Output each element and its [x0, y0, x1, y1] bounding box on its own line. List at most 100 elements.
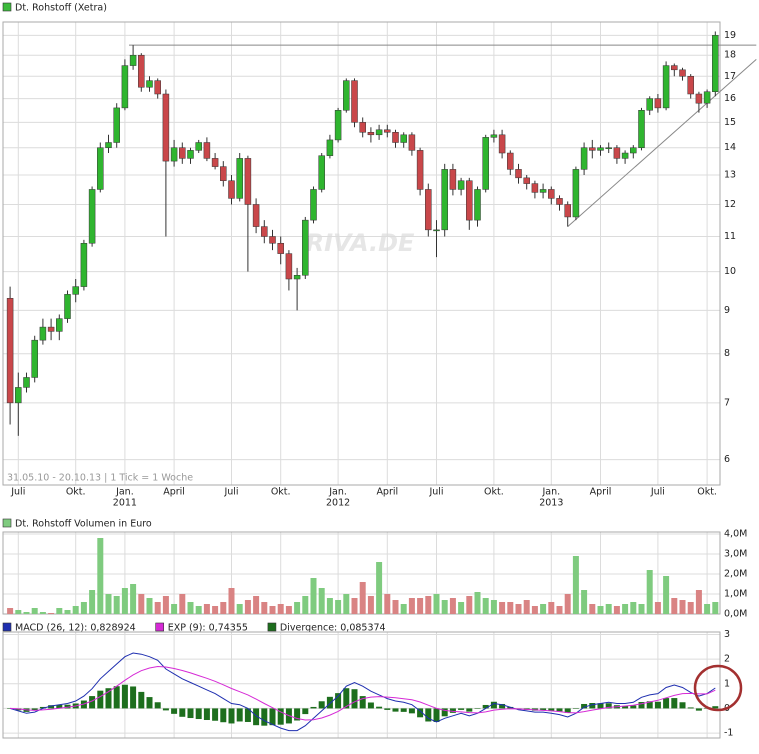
volume-bar: [458, 602, 465, 614]
chart-title: Dt. Rohstoff (Xetra): [15, 3, 107, 14]
volume-bar: [277, 604, 284, 614]
volume-bar: [687, 602, 694, 614]
volume-bar: [376, 562, 383, 614]
volume-bar: [154, 602, 161, 614]
y-tick-label: 1,0M: [724, 589, 747, 600]
candle-body: [261, 226, 268, 237]
candle-body: [88, 189, 96, 244]
watermark: RIVA.DE: [306, 229, 415, 257]
volume-bar: [359, 582, 366, 614]
volume-bar: [400, 604, 407, 614]
y-tick-label: 15: [724, 117, 736, 128]
divergence-bar: [195, 708, 202, 720]
divergence-bar: [417, 708, 424, 718]
volume-bar: [507, 602, 514, 614]
x-year-label: 2012: [326, 498, 350, 509]
candle-body: [162, 93, 170, 162]
candle-body: [343, 80, 350, 111]
candle-body: [285, 253, 293, 280]
divergence-bar: [48, 705, 55, 709]
volume-bar: [228, 588, 235, 614]
candle-body: [211, 158, 219, 167]
volume-bar: [72, 606, 79, 614]
candle-body: [679, 69, 686, 77]
divergence-bar: [646, 701, 653, 709]
y-tick-label: 3,0M: [724, 549, 747, 560]
volume-bar: [671, 598, 678, 614]
divergence-bar: [171, 708, 178, 714]
volume-bar: [318, 588, 325, 614]
candle-body: [523, 177, 530, 184]
divergence-bar: [605, 703, 612, 709]
y-tick-label: 17: [724, 71, 736, 82]
volume-bar: [441, 600, 448, 614]
divergence-bar: [572, 708, 579, 709]
candle-body: [203, 142, 211, 159]
divergence-bar: [318, 701, 325, 709]
y-tick-label: 7: [724, 397, 730, 408]
divergence-bar: [490, 701, 497, 709]
divergence-bar: [671, 698, 678, 709]
volume-bar: [613, 606, 620, 614]
candle-body: [490, 134, 498, 138]
divergence-bar: [466, 708, 473, 712]
volume-bar: [302, 596, 309, 614]
volume-bar: [695, 590, 702, 614]
divergence-bar: [449, 708, 456, 713]
candle-body: [498, 134, 506, 154]
volume-bar: [482, 598, 489, 614]
divergence-bar: [97, 690, 104, 709]
x-tick-label: Jan.: [541, 487, 560, 498]
candle-body: [605, 147, 612, 149]
volume-bar: [162, 596, 169, 614]
y-tick-label: 0,0M: [724, 609, 747, 620]
candle-body: [597, 147, 604, 151]
candle-body: [269, 236, 276, 244]
volume-bar: [564, 594, 571, 614]
subtitle: 31.05.10 - 20.10.13 | 1 Tick = 1 Woche: [7, 473, 193, 484]
divergence-bar: [187, 708, 194, 719]
divergence-bar: [622, 705, 629, 709]
candle-body: [334, 110, 342, 141]
candle-body: [515, 169, 522, 179]
candle-body: [302, 219, 309, 276]
y-tick-label: 1: [724, 678, 730, 689]
candle-body: [589, 147, 596, 151]
divergence-bar: [458, 708, 465, 710]
volume-bar: [367, 596, 374, 614]
divergence-bar: [244, 708, 251, 722]
volume-bar: [605, 604, 612, 614]
volume-bar: [285, 606, 292, 614]
volume-bar: [171, 604, 178, 614]
divergence-bar: [408, 708, 415, 714]
divergence-bar: [310, 706, 317, 709]
candle-body: [72, 286, 79, 295]
divergence-bar: [220, 708, 227, 723]
volume-bar: [326, 598, 333, 614]
candle-body: [687, 76, 694, 95]
candle-body: [105, 142, 112, 148]
divergence-bar: [376, 706, 383, 709]
volume-bar: [335, 600, 342, 614]
y-tick-label: 16: [724, 93, 736, 104]
trend-line: [567, 58, 757, 227]
candle-body: [671, 65, 678, 71]
volume-bar: [220, 602, 227, 614]
candle-body: [113, 107, 120, 143]
candle-body: [154, 80, 161, 95]
divergence-bar: [146, 697, 153, 709]
legend-swatch: [2, 622, 12, 632]
volume-bar: [179, 594, 186, 614]
candle-body: [129, 54, 137, 66]
divergence-bar: [392, 708, 399, 712]
volume-bar: [7, 608, 14, 614]
divergence-bar: [130, 686, 137, 709]
volume-bar: [97, 538, 104, 614]
candle-body: [326, 139, 334, 156]
volume-bar: [408, 598, 415, 614]
volume-bar: [39, 612, 46, 614]
candle-body: [662, 65, 670, 109]
candle-body: [392, 132, 399, 143]
y-tick-label: -1: [724, 728, 733, 739]
y-tick-label: 4,0M: [724, 529, 747, 540]
